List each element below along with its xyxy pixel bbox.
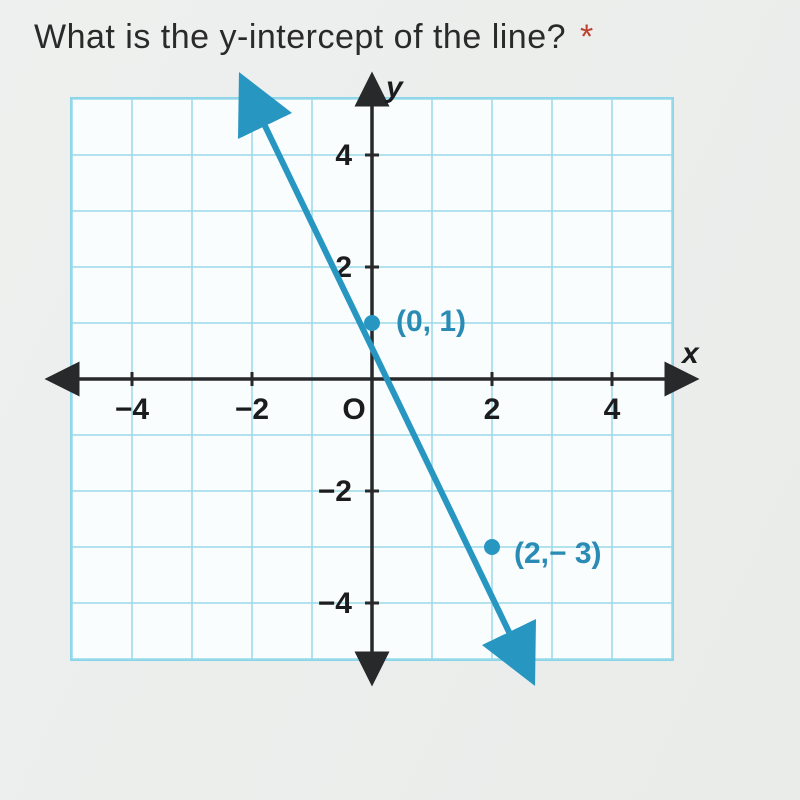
svg-text:4: 4 <box>604 393 621 426</box>
svg-text:−4: −4 <box>115 393 150 426</box>
svg-text:O: O <box>342 393 365 426</box>
question-text-content: What is the y-intercept of the line? <box>34 18 566 56</box>
svg-text:y: y <box>384 71 404 104</box>
required-asterisk: * <box>580 18 594 56</box>
page: What is the y-intercept of the line? * −… <box>0 0 800 800</box>
svg-text:(0, 1): (0, 1) <box>396 305 466 338</box>
svg-text:−2: −2 <box>318 475 352 508</box>
svg-text:−2: −2 <box>235 393 269 426</box>
question-text: What is the y-intercept of the line? * <box>34 18 770 57</box>
svg-text:2: 2 <box>484 393 501 426</box>
svg-text:x: x <box>680 337 700 370</box>
coordinate-plane-chart: −4−224−4−224Oxy(0, 1)(2,− 3) <box>70 97 674 661</box>
svg-text:4: 4 <box>335 139 352 172</box>
svg-text:(2,− 3): (2,− 3) <box>514 537 602 570</box>
chart-svg: −4−224−4−224Oxy(0, 1)(2,− 3) <box>36 63 708 695</box>
svg-text:−4: −4 <box>318 587 353 620</box>
